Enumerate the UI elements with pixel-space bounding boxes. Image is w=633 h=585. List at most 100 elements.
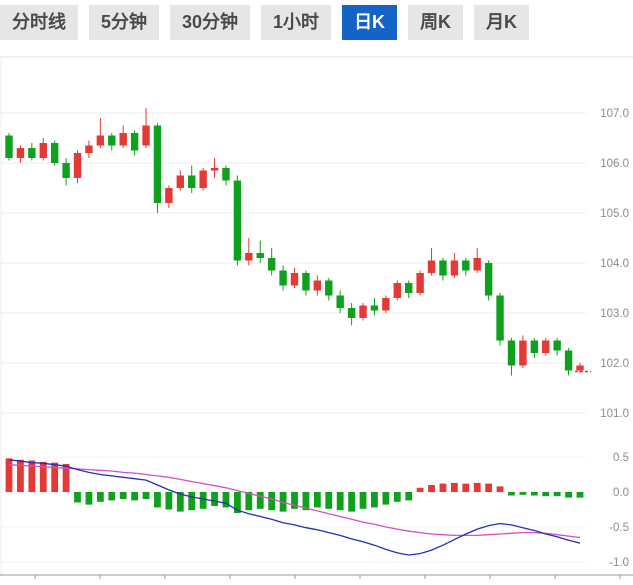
candle-body	[553, 340, 561, 351]
macd-bar	[176, 492, 184, 512]
candle-body	[507, 340, 516, 366]
macd-bar	[428, 485, 435, 492]
macd-bar	[313, 492, 321, 508]
macd-bar	[565, 492, 572, 498]
macd-bar	[519, 492, 527, 495]
dea-line	[8, 464, 581, 539]
candle-body	[233, 180, 242, 261]
macd-bar	[142, 492, 150, 499]
macd-bar	[17, 459, 24, 492]
candle-body	[85, 145, 93, 153]
tab-daily[interactable]: 日K	[342, 5, 398, 40]
macd-bar	[199, 492, 207, 509]
candle-body	[188, 175, 196, 188]
tab-timeline[interactable]: 分时线	[0, 5, 78, 40]
price-tick-label: 105.0	[600, 208, 629, 220]
candle-body	[153, 125, 162, 203]
candle-body	[256, 253, 264, 258]
macd-bar	[450, 482, 458, 492]
candle-body	[462, 260, 470, 271]
candle-body	[393, 283, 401, 298]
candle-body	[416, 273, 424, 293]
candle-body	[564, 350, 573, 371]
candle-body	[519, 340, 527, 366]
macd-bar	[348, 492, 355, 512]
axis-labels: 107.0 106.0 105.0 104.0 103.0 102.0 101.0 0.5 0.…	[600, 108, 629, 569]
macd-bar	[359, 492, 367, 509]
candle-body	[313, 280, 322, 291]
candle-body	[290, 273, 299, 286]
app-root: 分时线 5分钟 30分钟 1小时 日K 周K 月K 107.0 106.0 105.0 104.0…	[0, 5, 633, 580]
macd-bar	[256, 492, 264, 509]
candle-body	[267, 258, 276, 271]
candle-body	[427, 260, 436, 273]
macd-bar	[336, 492, 344, 511]
candle-body	[39, 143, 47, 158]
candle-body	[439, 260, 447, 276]
candle-body	[279, 270, 287, 286]
macd-bar	[496, 486, 504, 492]
tab-1hour[interactable]: 1小时	[261, 5, 332, 40]
macd-bar	[245, 492, 253, 511]
candle-body	[450, 260, 459, 276]
macd-bar	[165, 492, 173, 510]
macd-bar	[222, 492, 230, 508]
candle-body	[210, 168, 219, 171]
price-tick-label: 107.0	[600, 108, 629, 120]
macd-bar	[119, 492, 127, 499]
macd-bar	[85, 492, 93, 505]
macd-bar	[268, 492, 276, 511]
candle-body	[96, 135, 105, 146]
candle-body	[484, 263, 493, 296]
macd-bar	[211, 492, 218, 506]
macd-bar	[302, 492, 310, 511]
macd-bar	[188, 492, 196, 511]
candle-body	[496, 295, 504, 341]
candle-body	[222, 168, 230, 181]
candle-body	[130, 133, 139, 151]
macd-bar	[382, 492, 390, 505]
candle-body	[359, 305, 367, 318]
candle-body	[142, 125, 150, 146]
tab-5min[interactable]: 5分钟	[89, 5, 160, 40]
macd-bar	[96, 492, 104, 502]
price-tick-label: 103.0	[600, 308, 629, 320]
candle-body	[473, 258, 481, 271]
macd-bar	[439, 483, 447, 492]
macd-bar	[279, 492, 287, 512]
macd-tick-label: -1.0	[609, 557, 629, 569]
candle-layer	[5, 108, 591, 376]
macd-bar	[485, 483, 493, 492]
macd-bar	[508, 492, 515, 496]
macd-bar	[473, 482, 481, 492]
macd-bar	[234, 492, 241, 513]
macd-bar	[108, 492, 116, 501]
macd-tick-label: 0.0	[613, 487, 629, 499]
candle-body	[542, 340, 550, 353]
candle-body	[119, 133, 127, 146]
candle-body	[302, 273, 310, 291]
candle-body	[73, 153, 82, 178]
macd-bar	[154, 492, 161, 508]
interval-tabbar: 分时线 5分钟 30分钟 1小时 日K 周K 月K	[0, 5, 633, 40]
dif-line	[8, 459, 581, 556]
price-tick-label: 106.0	[600, 158, 629, 170]
macd-bar	[405, 492, 413, 501]
candle-body	[245, 253, 253, 261]
tab-weekly[interactable]: 周K	[408, 5, 464, 40]
macd-bar	[39, 461, 47, 492]
macd-bar	[576, 492, 584, 498]
candle-body	[347, 308, 356, 318]
candle-body	[5, 135, 13, 158]
tab-30min[interactable]: 30分钟	[170, 5, 251, 40]
kline-chart[interactable]: 107.0 106.0 105.0 104.0 103.0 102.0 101.0 0.5 0.…	[0, 42, 633, 580]
macd-bar	[371, 492, 378, 508]
price-tick-label: 101.0	[600, 408, 629, 420]
macd-bar	[131, 492, 139, 501]
candle-body	[382, 298, 390, 311]
candle-body	[405, 283, 413, 293]
candle-body	[530, 340, 539, 353]
macd-bar	[530, 492, 538, 496]
tab-monthly[interactable]: 月K	[474, 5, 530, 40]
macd-bar	[291, 492, 298, 509]
